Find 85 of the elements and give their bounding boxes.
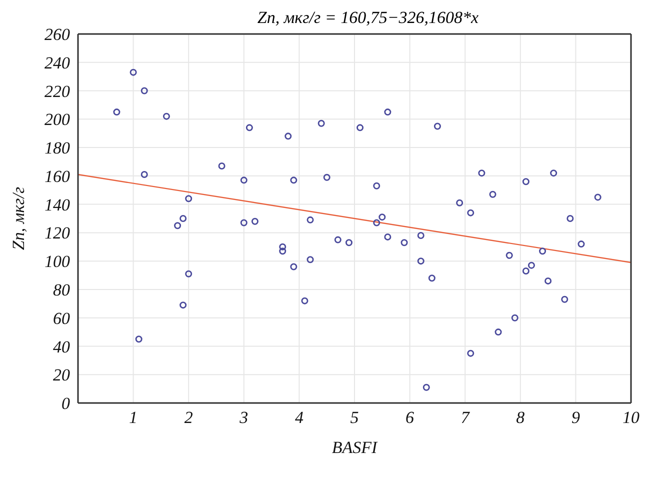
y-tick-label: 80 [53,280,70,300]
point [318,120,325,127]
point [422,384,430,391]
y-tick-label: 260 [44,25,70,44]
point [494,328,502,336]
x-tick-label: 10 [622,408,640,428]
x-tick-label: 8 [516,408,526,428]
point [290,176,298,184]
y-tick-label: 120 [44,224,70,243]
point [378,214,386,221]
point [323,174,330,181]
x-tick-label: 7 [460,408,471,428]
x-tick-label: 3 [238,408,248,428]
point [345,239,352,246]
point [185,195,192,202]
point [511,314,518,322]
point [306,216,314,224]
point [162,112,170,120]
x-tick-label: 5 [350,408,359,428]
point [373,182,380,190]
point [218,162,226,170]
point [180,302,187,309]
x-tick-label: 1 [129,408,138,428]
y-tick-label: 0 [62,394,70,414]
x-tick-label: 9 [571,408,580,428]
y-tick-label: 200 [44,110,70,130]
point [334,236,342,244]
y-tick-label: 160 [44,166,70,186]
x-tick-label: 6 [406,408,415,428]
y-tick-label: 220 [44,82,70,101]
point [373,219,380,226]
point [140,87,148,94]
point [417,232,424,240]
y-tick-label: 240 [44,53,70,72]
point [417,258,424,265]
point [180,215,187,222]
point [594,194,602,201]
point [456,199,464,206]
point [467,350,474,357]
point [284,132,292,140]
y-tick-label: 180 [44,138,70,158]
point [522,178,530,186]
point [246,124,253,132]
point [539,248,546,255]
point [384,108,392,116]
y-tick-label: 40 [53,337,70,356]
point [428,274,436,282]
point [528,262,535,269]
y-tick-label: 20 [53,366,70,385]
y-axis-title: Zn, мкг/г [9,186,28,250]
point [306,256,314,264]
point [290,263,298,270]
point [135,336,142,343]
point [279,248,286,255]
y-tick-label: 60 [53,308,70,328]
x-axis-title: BASFI [332,438,378,457]
point [356,124,364,132]
point [240,219,248,226]
point [240,176,248,184]
y-tick-label: 100 [44,252,70,272]
point [489,190,496,198]
point [301,297,308,304]
point [434,122,441,130]
point [566,215,574,222]
point [130,68,137,76]
point [384,233,392,240]
point [279,243,286,250]
point [578,240,585,248]
point [140,171,148,178]
point [478,170,486,177]
point [561,296,568,303]
point [522,268,530,275]
point [113,108,120,116]
point [400,239,408,246]
y-tick-label: 140 [44,195,70,214]
point [174,222,182,230]
point [467,209,474,216]
point [550,170,558,177]
x-tick-label: 2 [184,408,194,428]
chart-title: Zn, мкг/г = 160,75−326,1608*x [256,8,480,28]
point [251,218,258,225]
point [506,252,513,259]
point [544,277,552,284]
x-tick-label: 4 [294,408,304,428]
point [185,270,192,278]
